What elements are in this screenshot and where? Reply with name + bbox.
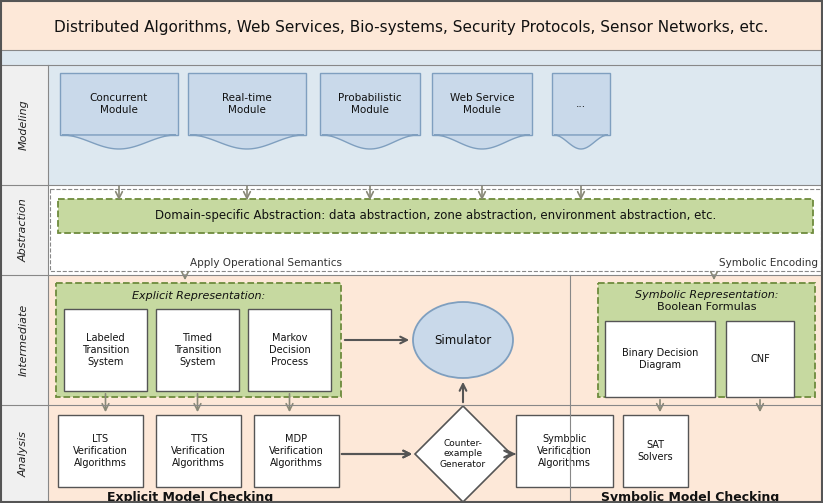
Text: CNF: CNF [750,354,770,364]
FancyBboxPatch shape [598,283,815,397]
FancyBboxPatch shape [248,309,331,391]
Text: Apply Operational Semantics: Apply Operational Semantics [190,258,342,268]
FancyBboxPatch shape [605,321,715,397]
FancyBboxPatch shape [48,185,823,275]
Text: Symbolic
Verification
Algorithms: Symbolic Verification Algorithms [537,435,592,468]
Text: Boolean Formulas: Boolean Formulas [657,302,756,312]
FancyBboxPatch shape [0,50,823,65]
Text: Real-time
Module: Real-time Module [222,93,272,115]
FancyBboxPatch shape [432,73,532,135]
Text: Simulator: Simulator [435,333,491,347]
Text: Modeling: Modeling [19,100,29,150]
Text: SAT
Solvers: SAT Solvers [638,440,673,462]
Text: Web Service
Module: Web Service Module [449,93,514,115]
FancyBboxPatch shape [320,73,420,135]
FancyBboxPatch shape [188,73,306,135]
Text: Markov
Decision
Process: Markov Decision Process [268,333,310,367]
FancyBboxPatch shape [726,321,794,397]
Text: Domain-specific Abstraction: data abstraction, zone abstraction, environment abs: Domain-specific Abstraction: data abstra… [155,210,716,222]
FancyBboxPatch shape [552,73,610,135]
FancyBboxPatch shape [516,415,613,487]
FancyBboxPatch shape [156,415,241,487]
Polygon shape [62,135,176,149]
Text: ...: ... [576,99,586,109]
Polygon shape [554,135,608,149]
FancyBboxPatch shape [0,0,823,50]
Text: Binary Decision
Diagram: Binary Decision Diagram [622,348,698,370]
Text: Symbolic Model Checking: Symbolic Model Checking [601,490,779,503]
Polygon shape [190,135,304,149]
Text: Explicit Model Checking: Explicit Model Checking [107,490,273,503]
Text: LTS
Verification
Algorithms: LTS Verification Algorithms [73,435,128,468]
Text: Distributed Algorithms, Web Services, Bio-systems, Security Protocols, Sensor Ne: Distributed Algorithms, Web Services, Bi… [54,20,769,35]
FancyBboxPatch shape [48,65,823,185]
FancyBboxPatch shape [48,275,823,503]
Text: Probabilistic
Module: Probabilistic Module [338,93,402,115]
Text: Abstraction: Abstraction [19,198,29,262]
FancyBboxPatch shape [64,309,147,391]
FancyBboxPatch shape [60,73,178,135]
Text: Intermediate: Intermediate [19,304,29,376]
Text: Analysis: Analysis [19,431,29,477]
Text: MDP
Verification
Algorithms: MDP Verification Algorithms [269,435,324,468]
FancyBboxPatch shape [56,283,341,397]
FancyBboxPatch shape [58,199,813,233]
Text: Labeled
Transition
System: Labeled Transition System [81,333,129,367]
Polygon shape [434,135,530,149]
FancyBboxPatch shape [156,309,239,391]
Polygon shape [322,135,418,149]
Polygon shape [415,406,511,502]
Text: TTS
Verification
Algorithms: TTS Verification Algorithms [171,435,226,468]
Text: Symbolic Encoding: Symbolic Encoding [719,258,818,268]
FancyBboxPatch shape [58,415,143,487]
Text: Counter-
example
Generator: Counter- example Generator [440,439,486,469]
FancyBboxPatch shape [623,415,688,487]
FancyBboxPatch shape [0,65,48,503]
Text: Concurrent
Module: Concurrent Module [90,93,148,115]
Text: Symbolic Representation:: Symbolic Representation: [635,290,779,300]
FancyBboxPatch shape [254,415,339,487]
Text: Explicit Representation:: Explicit Representation: [132,291,265,301]
Text: Timed
Transition
System: Timed Transition System [174,333,221,367]
Ellipse shape [413,302,513,378]
